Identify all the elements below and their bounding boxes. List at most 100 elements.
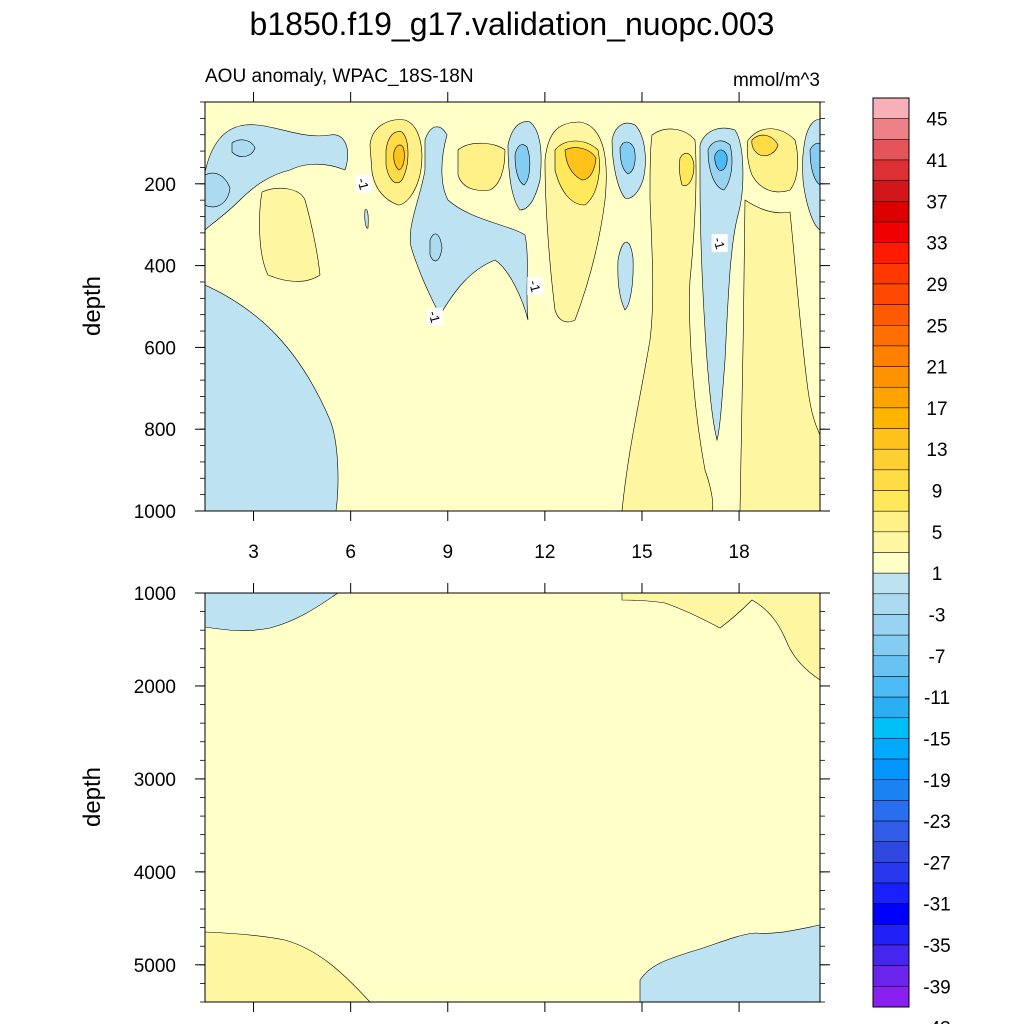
colorbar-swatch [872, 531, 910, 553]
colorbar-label: -11 [924, 688, 950, 709]
colorbar-label: -39 [923, 977, 950, 998]
contour-neg-upper-west [205, 593, 339, 631]
contour-label: -1 [426, 309, 443, 324]
contour-neg-small-1 [364, 209, 369, 229]
contour-label-bg [426, 307, 443, 326]
contour-neg-5b [809, 142, 820, 186]
colorbar-swatch [872, 97, 910, 119]
x-tick-label: 12 [534, 542, 555, 563]
colorbar-swatch [872, 717, 910, 739]
contour-label-bg [527, 277, 544, 296]
x-tick-label: 6 [345, 542, 356, 563]
contour-pos-east-deep [739, 199, 820, 511]
contour-neg-west-small [231, 139, 256, 157]
colorbar-swatch [872, 386, 910, 409]
contour-pos-deep-west [205, 931, 371, 1002]
colorbar-label: 33 [926, 234, 947, 255]
colorbar-swatch [872, 572, 910, 595]
contour-label: -1 [526, 279, 543, 294]
colorbar-swatch [872, 862, 910, 884]
colorbar-swatch [872, 882, 910, 904]
colorbar-label: -7 [929, 647, 946, 668]
colorbar-swatch [872, 696, 910, 719]
upper-contour-labels: -1 -1 -1 -1 [354, 174, 728, 326]
colorbar-swatch [872, 407, 910, 429]
colorbar-swatch [872, 221, 910, 243]
colorbar-swatch [872, 325, 910, 347]
colorbar-swatch [872, 738, 910, 760]
colorbar-swatch [872, 986, 910, 1008]
colorbar-label: 21 [926, 358, 947, 379]
y-tick-label: 2000 [134, 677, 176, 698]
colorbar-swatch [872, 634, 910, 657]
contour-neg-4c [714, 149, 728, 171]
contour-label-bg [355, 174, 372, 193]
y-tick-label: 5000 [134, 956, 176, 977]
contour-neg-center-core [429, 233, 443, 262]
colorbar-swatch [872, 552, 910, 574]
colorbar-label: 9 [932, 482, 943, 503]
colorbar-swatch [872, 924, 910, 946]
contour-neg-3-deep [617, 241, 634, 311]
upper-axes: 3 6 9 12 15 18 200 400 600 800 1000 [134, 92, 830, 563]
y-tick-label: 4000 [134, 863, 176, 884]
y-tick-label: 1000 [134, 502, 176, 523]
contour-neg-center [409, 126, 529, 321]
contour-label: -1 [354, 176, 371, 191]
y-tick-label: 3000 [134, 770, 176, 791]
colorbar-swatch [872, 820, 910, 842]
colorbar-frame [872, 97, 910, 1008]
colorbar-label: -3 [929, 605, 946, 626]
lower-panel: depth 1000 2000 3000 4000 5000 [79, 583, 830, 1012]
colorbar-swatch [872, 593, 910, 615]
contour-pos-west-mid [259, 187, 321, 282]
colorbar-swatch [872, 283, 910, 305]
colorbar-label: 41 [926, 151, 947, 172]
colorbar-swatch [872, 118, 910, 140]
colorbar-label: -23 [923, 812, 950, 833]
colorbar-swatch [872, 510, 910, 533]
colorbar-swatch [872, 304, 910, 326]
contour-pos-3b [679, 152, 695, 186]
chart-title: b1850.f19_g17.validation_nuopc.003 [250, 6, 775, 42]
contour-pos-1c [393, 144, 405, 171]
colorbar-label: -15 [923, 729, 950, 750]
colorbar: 45 41 37 33 29 25 21 17 13 9 5 1 -3 -7 -11 -15 -19 -23 -27… [872, 97, 951, 1024]
y-tick-label: 800 [144, 420, 176, 441]
colorbar-label: 29 [926, 275, 947, 296]
colorbar-swatch [872, 758, 910, 780]
x-tick-label: 3 [248, 542, 259, 563]
colorbar-swatch [872, 345, 910, 367]
colorbar-label: 5 [932, 523, 943, 544]
contour-neg-4 [699, 127, 744, 442]
contour-neg-2b [514, 144, 531, 186]
colorbar-swatch [872, 841, 910, 863]
colorbar-swatch [872, 139, 910, 161]
colorbar-swatch [872, 366, 910, 388]
colorbar-swatch [872, 448, 910, 471]
colorbar-swatch [872, 614, 910, 636]
upper-frame [204, 101, 821, 512]
colorbar-swatch [872, 159, 910, 181]
contour-neg-west-core [205, 172, 231, 208]
colorbar-label: 25 [926, 316, 947, 337]
colorbar-label: 37 [926, 192, 947, 213]
contour-pos-3 [621, 128, 714, 511]
colorbar-label: -27 [923, 853, 950, 874]
contour-neg-deep-west [205, 284, 339, 511]
contour-pos-4b [751, 134, 779, 157]
colorbar-label: -19 [923, 771, 950, 792]
subtitle-left: AOU anomaly, WPAC_18S-18N [205, 66, 474, 87]
y-tick-label: 600 [144, 338, 176, 359]
y-tick-label: 1000 [134, 584, 176, 605]
colorbar-swatch [872, 263, 910, 285]
units-label: mmol/m^3 [733, 70, 820, 91]
colorbar-label: -31 [923, 895, 950, 916]
colorbar-swatch [872, 201, 910, 223]
contour-pos-center-small [457, 142, 506, 191]
colorbar-swatch [872, 779, 910, 801]
colorbar-swatch [872, 490, 910, 512]
colorbar-swatch [872, 903, 910, 925]
colorbar-swatch [872, 469, 910, 491]
